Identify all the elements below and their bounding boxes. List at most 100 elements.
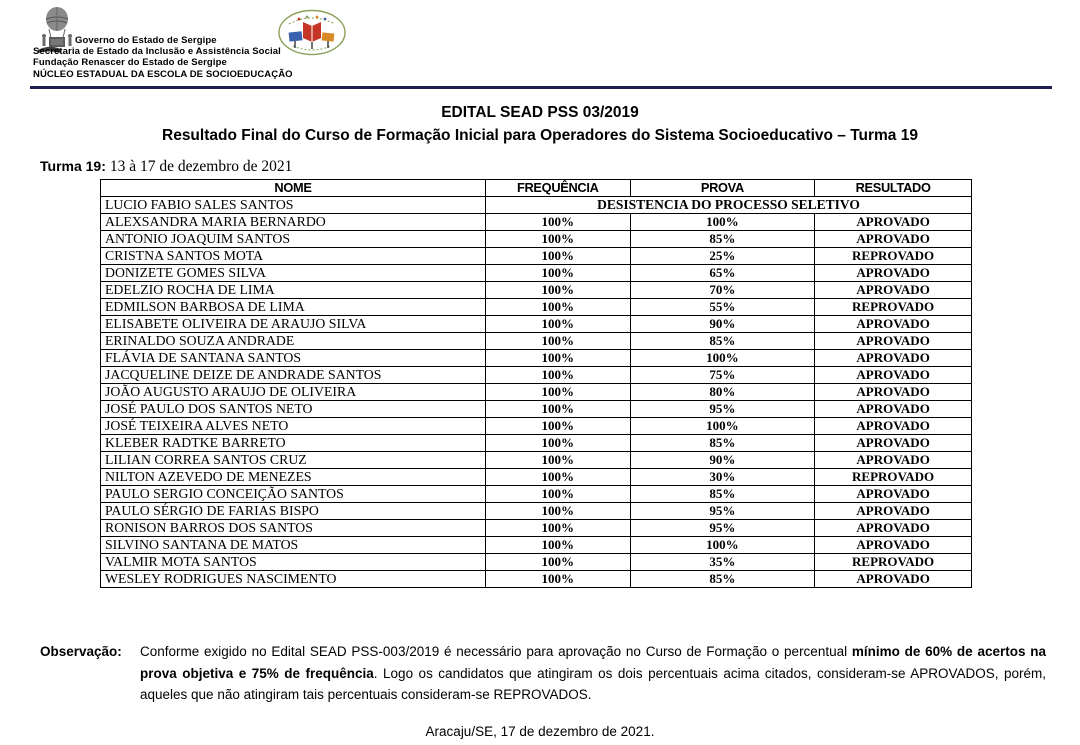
resultado-cell: APROVADO [814, 519, 972, 537]
table-row: VALMIR MOTA SANTOS 100% 35% REPROVADO [100, 553, 972, 571]
resultado-cell: APROVADO [814, 366, 972, 384]
table-row: ELISABETE OLIVEIRA DE ARAUJO SILVA 100% 90… [100, 315, 972, 333]
prova-cell: 100% [629, 417, 816, 435]
prova-cell: 25% [629, 247, 816, 265]
resultado-cell: APROVADO [814, 502, 972, 520]
desistencia-cell: DESISTENCIA DO PROCESSO SELETIVO [484, 196, 973, 214]
frequencia-cell: 100% [484, 230, 631, 248]
result-subtitle: Resultado Final do Curso de Formação Ini… [162, 127, 918, 144]
frequencia-cell: 100% [484, 315, 631, 333]
results-table: NOME FREQUÊNCIA PROVA RESULTADO LUCIO FA… [100, 179, 973, 588]
candidate-name-cell: SILVINO SANTANA DE MATOS [100, 536, 486, 554]
frequencia-cell: 100% [484, 519, 631, 537]
frequencia-cell: 100% [484, 366, 631, 384]
frequencia-cell: 100% [484, 434, 631, 452]
letterhead-rule [30, 86, 1052, 89]
table-row: JOÃO AUGUSTO ARAUJO DE OLIVEIRA 100% 80% AP… [100, 383, 972, 401]
candidate-name-cell: JOSÉ PAULO DOS SANTOS NETO [100, 400, 486, 418]
frequencia-cell: 100% [484, 281, 631, 299]
resultado-cell: APROVADO [814, 349, 972, 367]
candidate-name-cell: EDELZIO ROCHA DE LIMA [100, 281, 486, 299]
table-row: EDELZIO ROCHA DE LIMA 100% 70% APROVADO [100, 281, 972, 299]
resultado-cell: REPROVADO [814, 247, 972, 265]
frequencia-cell: 100% [484, 213, 631, 231]
governo-sergipe-logo-icon [38, 7, 72, 53]
frequencia-cell: 100% [484, 502, 631, 520]
org-line-fundacao: Fundação Renascer do Estado de Sergipe [33, 57, 227, 69]
table-row: NILTON AZEVEDO DE MENEZES 100% 30% REPROVAD… [100, 468, 972, 486]
prova-cell: 90% [629, 315, 816, 333]
candidate-name-cell: JACQUELINE DEIZE DE ANDRADE SANTOS [100, 366, 486, 384]
resultado-cell: APROVADO [814, 417, 972, 435]
candidate-name-cell: ANTONIO JOAQUIM SANTOS [100, 230, 486, 248]
prova-cell: 100% [629, 349, 816, 367]
place-date-line: Aracaju/SE, 17 de dezembro de 2021. [425, 724, 655, 739]
prova-cell: 80% [629, 383, 816, 401]
escola-socioeducacao-logo-icon [278, 9, 346, 56]
table-row: SILVINO SANTANA DE MATOS 100% 100% APROVADO [100, 536, 972, 554]
resultado-cell: REPROVADO [814, 553, 972, 571]
frequencia-cell: 100% [484, 485, 631, 503]
candidate-name-cell: NILTON AZEVEDO DE MENEZES [100, 468, 486, 486]
candidate-name-cell: ALEXSANDRA MARIA BERNARDO [100, 213, 486, 231]
table-row: JACQUELINE DEIZE DE ANDRADE SANTOS 100% 75… [100, 366, 972, 384]
candidate-name-cell: RONISON BARROS DOS SANTOS [100, 519, 486, 537]
resultado-cell: APROVADO [814, 383, 972, 401]
prova-cell: 85% [629, 485, 816, 503]
resultado-cell: APROVADO [814, 536, 972, 554]
resultado-cell: APROVADO [814, 485, 972, 503]
table-row: PAULO SÉRGIO DE FARIAS BISPO 100% 95% APROV… [100, 502, 972, 520]
frequencia-cell: 100% [484, 264, 631, 282]
table-row: ALEXSANDRA MARIA BERNARDO 100% 100% APROVAD… [100, 213, 972, 231]
column-header-resultado: RESULTADO [814, 179, 972, 197]
column-header-nome: NOME [100, 179, 486, 197]
frequencia-cell: 100% [484, 400, 631, 418]
candidate-name-cell: CRISTNA SANTOS MOTA [100, 247, 486, 265]
resultado-cell: APROVADO [814, 451, 972, 469]
resultado-cell: REPROVADO [814, 468, 972, 486]
table-row: KLEBER RADTKE BARRETO 100% 85% APROVADO [100, 434, 972, 452]
prova-cell: 30% [629, 468, 816, 486]
table-row: FLÁVIA DE SANTANA SANTOS 100% 100% APROVADO [100, 349, 972, 367]
prova-cell: 95% [629, 400, 816, 418]
table-row: ERINALDO SOUZA ANDRADE 100% 85% APROVADO [100, 332, 972, 350]
observation-text-before: Conforme exigido no Edital SEAD PSS-003/… [140, 644, 852, 659]
candidate-name-cell: ERINALDO SOUZA ANDRADE [100, 332, 486, 350]
table-row: JOSÉ PAULO DOS SANTOS NETO 100% 95% APROVAD… [100, 400, 972, 418]
table-row: PAULO SERGIO CONCEIÇÃO SANTOS 100% 85% APRO… [100, 485, 972, 503]
frequencia-cell: 100% [484, 553, 631, 571]
resultado-cell: APROVADO [814, 230, 972, 248]
table-row: DONIZETE GOMES SILVA 100% 65% APROVADO [100, 264, 972, 282]
edital-title: EDITAL SEAD PSS 03/2019 [441, 104, 639, 121]
prova-cell: 95% [629, 519, 816, 537]
prova-cell: 65% [629, 264, 816, 282]
candidate-name-cell: PAULO SÉRGIO DE FARIAS BISPO [100, 502, 486, 520]
prova-cell: 70% [629, 281, 816, 299]
candidate-name-cell: VALMIR MOTA SANTOS [100, 553, 486, 571]
resultado-cell: APROVADO [814, 570, 972, 588]
resultado-cell: APROVADO [814, 332, 972, 350]
column-header-prova: PROVA [629, 179, 816, 197]
frequencia-cell: 100% [484, 451, 631, 469]
org-line-governo: Governo do Estado de Sergipe [75, 35, 217, 46]
observation-text-after: . Logo os candidatos que atingiram os do… [140, 665, 1046, 703]
candidate-name-cell: PAULO SERGIO CONCEIÇÃO SANTOS [100, 485, 486, 503]
org-line-secretaria: Secretaria de Estado da Inclusão e Assis… [33, 46, 281, 58]
prova-cell: 85% [629, 332, 816, 350]
observation-text-bold: mínimo de 60% de acertos na prova objeti… [140, 644, 1046, 681]
resultado-cell: REPROVADO [814, 298, 972, 316]
column-header-frequencia: FREQUÊNCIA [484, 179, 631, 197]
turma-dates: 13 à 17 de dezembro de 2021 [109, 158, 293, 175]
candidate-name-cell: DONIZETE GOMES SILVA [100, 264, 486, 282]
table-row: LUCIO FABIO SALES SANTOS DESISTENCIA DO P… [100, 196, 973, 214]
prova-cell: 90% [629, 451, 816, 469]
table-row: EDMILSON BARBOSA DE LIMA 100% 55% REPROVADO [100, 298, 972, 316]
prova-cell: 55% [629, 298, 816, 316]
prova-cell: 85% [629, 434, 816, 452]
resultado-cell: APROVADO [814, 434, 972, 452]
candidate-name-cell: KLEBER RADTKE BARRETO [100, 434, 486, 452]
table-row: JOSÉ TEIXEIRA ALVES NETO 100% 100% APROVADO [100, 417, 972, 435]
candidate-name-cell: LILIAN CORREA SANTOS CRUZ [100, 451, 486, 469]
candidate-name-cell: EDMILSON BARBOSA DE LIMA [100, 298, 486, 316]
